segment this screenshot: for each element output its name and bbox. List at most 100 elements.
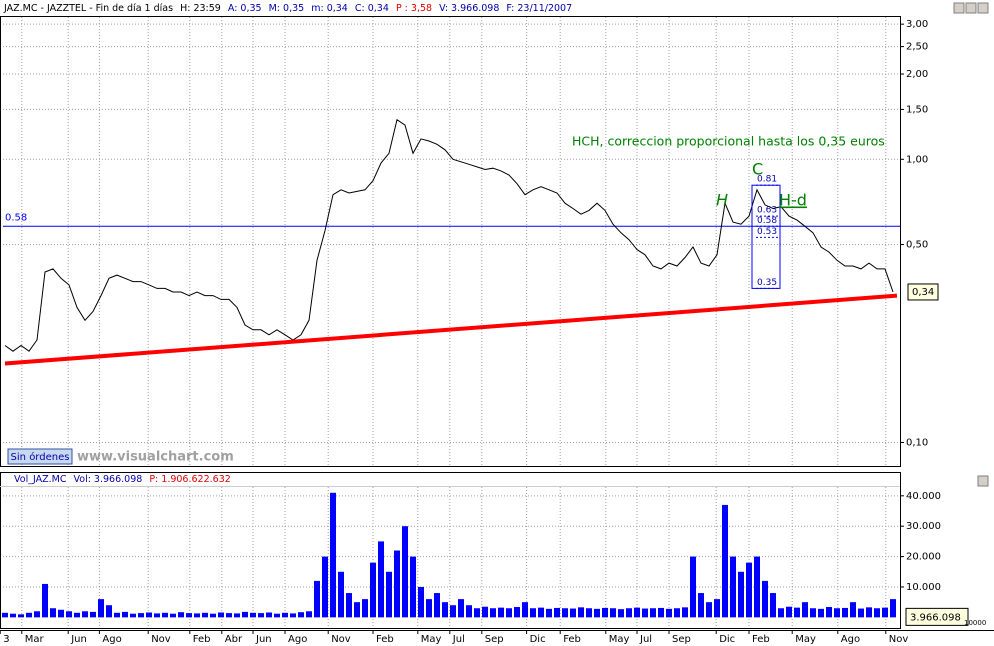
maximize-button[interactable] <box>965 2 977 14</box>
volume-bar <box>290 613 296 618</box>
x-tick-label: Feb <box>752 634 770 645</box>
volume-bar <box>770 593 776 618</box>
volume-bar <box>506 608 512 618</box>
volume-bar <box>202 612 208 618</box>
volume-bar <box>578 607 584 618</box>
volume-bar <box>514 607 520 618</box>
volume-bar <box>890 599 896 618</box>
volume-bar <box>658 607 664 618</box>
y-tick-label: 10.000 <box>906 582 941 593</box>
x-tick-label: Ago <box>288 634 307 645</box>
orders-button-label[interactable]: Sin órdenes <box>11 451 70 463</box>
volume-bar <box>434 593 440 618</box>
volume-bar <box>10 613 16 618</box>
price-frame <box>0 16 901 467</box>
volume-bar <box>178 612 184 618</box>
fib-label: 0.35 <box>757 278 777 288</box>
volume-bar <box>602 607 608 618</box>
volume-bar <box>114 612 120 618</box>
volume-bar <box>154 613 160 618</box>
x-tick-label: Ago <box>841 634 860 645</box>
volume-bar <box>242 611 248 618</box>
volume-bar <box>826 607 832 618</box>
volume-close-button[interactable] <box>977 475 989 487</box>
header-item: m: 0,34 <box>311 3 348 14</box>
y-tick-label: 2,50 <box>906 42 928 53</box>
header-item: P: 1.906.622.632 <box>149 474 230 485</box>
volume-bar <box>274 613 280 618</box>
last-volume-label: 3.966.098 <box>910 612 961 623</box>
last-price-label: 0,34 <box>912 287 934 298</box>
volume-bar <box>138 613 144 618</box>
volume-bar <box>74 612 80 618</box>
x-tick-label: Sep <box>672 634 691 645</box>
volume-bar <box>450 605 456 618</box>
minimize-button[interactable] <box>953 2 965 14</box>
y-tick-label: 1,50 <box>906 104 928 115</box>
header-item: A: 0,35 <box>228 3 262 14</box>
volume-bar <box>306 611 312 618</box>
x-tick-label: Mar <box>25 634 45 645</box>
volume-bar <box>786 606 792 618</box>
volume-bar <box>874 608 880 618</box>
volume-bar <box>866 607 872 618</box>
x-tick-label: Dic <box>719 634 735 645</box>
volume-bar <box>194 613 200 618</box>
volume-bar <box>346 593 352 618</box>
volume-bar <box>282 612 288 618</box>
volume-bar <box>554 607 560 618</box>
y-tick-label: 0,10 <box>906 437 928 448</box>
last-price-box <box>907 283 939 301</box>
volume-bar <box>298 612 304 618</box>
window-buttons <box>953 2 989 487</box>
x-tick-label: 3 <box>3 634 9 645</box>
volume-bar <box>802 602 808 618</box>
volume-bar <box>122 611 128 618</box>
x-tick-label: Jul <box>452 634 465 645</box>
annotation: HCH, correccion proporcional hasta los 0… <box>572 134 885 149</box>
volume-bar <box>330 492 336 618</box>
volume-frame <box>0 472 901 629</box>
fib-label: 0.53 <box>757 227 777 237</box>
x-tick-label: Nov <box>331 634 351 645</box>
volume-bar <box>466 605 472 618</box>
volume-bar <box>706 602 712 618</box>
volume-bar <box>850 602 856 618</box>
volume-bar <box>314 580 320 618</box>
volume-bar <box>186 613 192 618</box>
y-tick-label: 20.000 <box>906 552 941 563</box>
scale-note: 10000 <box>964 619 986 627</box>
last-volume-box <box>905 607 969 626</box>
y-tick-label: 1,00 <box>906 154 928 165</box>
volume-bar <box>738 571 744 618</box>
volume-bar <box>378 541 384 618</box>
volume-bar <box>818 608 824 618</box>
x-tick-label: Jul <box>639 634 652 645</box>
volume-bar <box>354 602 360 618</box>
x-tick-label: May <box>421 634 442 645</box>
close-button[interactable] <box>977 2 989 14</box>
y-tick-label: 40.000 <box>906 491 941 502</box>
header-item: V: 3.966.098 <box>439 3 499 14</box>
annotation: C <box>752 160 763 179</box>
volume-bar <box>650 608 656 618</box>
volume-bar <box>714 599 720 618</box>
volume-bar <box>834 608 840 618</box>
volume-bar <box>442 602 448 618</box>
volume-bar <box>778 608 784 618</box>
x-tick-label: Feb <box>563 634 581 645</box>
header-item: H: 23:59 <box>180 3 221 14</box>
volume-bar <box>362 599 368 618</box>
volume-bar <box>66 611 72 618</box>
volume-bar <box>26 612 32 618</box>
x-tick-label: Jun <box>255 634 272 645</box>
price-line <box>4 118 894 352</box>
orders-button[interactable] <box>7 448 73 465</box>
header-item: JAZ.MC - JAZZTEL - Fin de día 1 días <box>3 3 173 14</box>
y-tick-label: 0,50 <box>906 240 928 251</box>
volume-bar <box>458 599 464 618</box>
x-tick-label: Dic <box>530 634 546 645</box>
volume-bar <box>162 612 168 618</box>
volume-bar <box>498 607 504 618</box>
